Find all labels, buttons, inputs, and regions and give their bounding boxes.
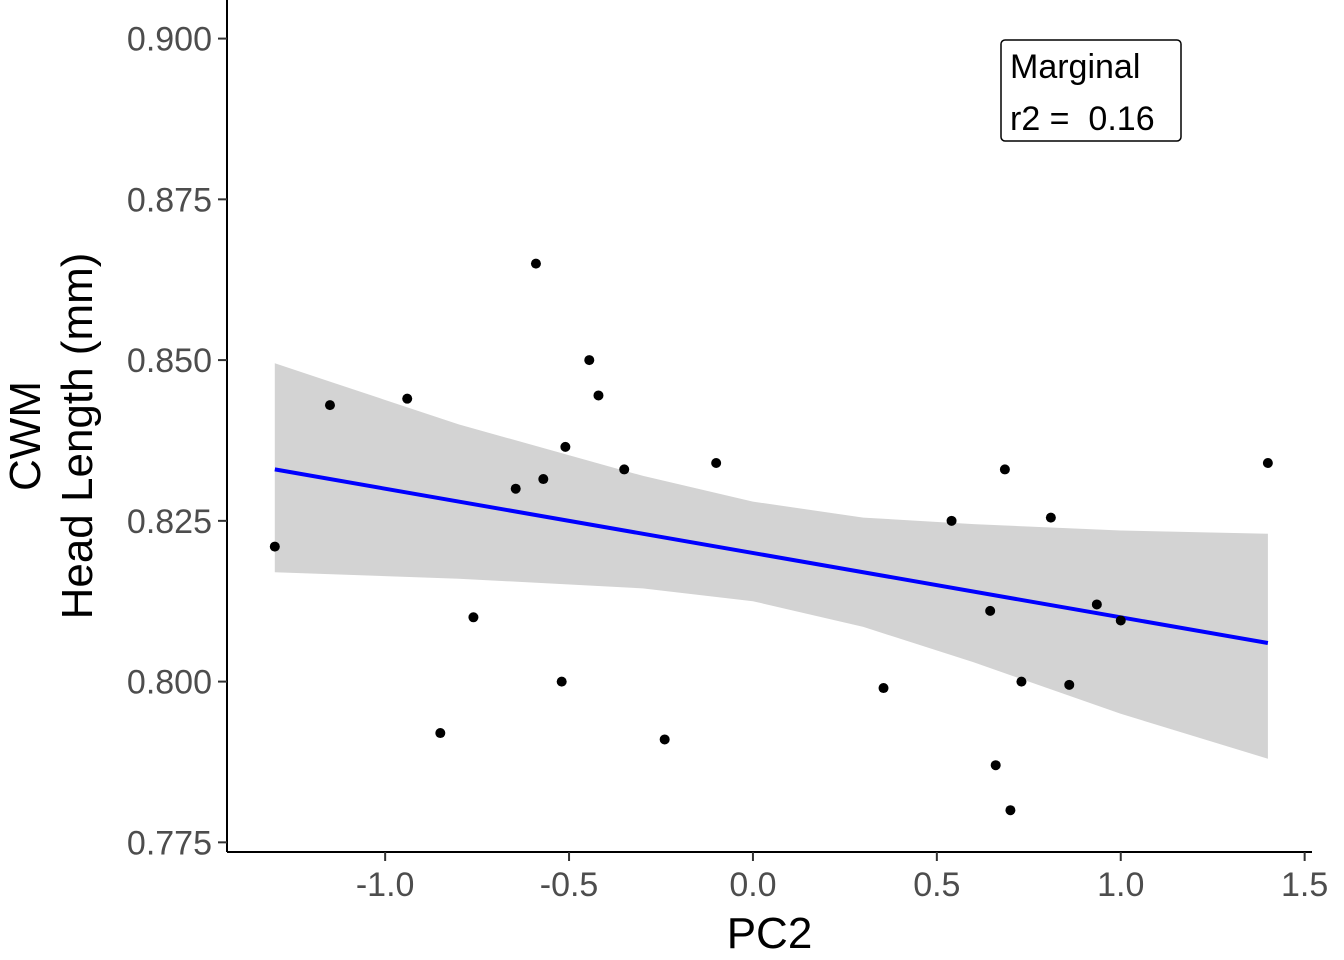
- data-point: [711, 457, 722, 468]
- data-point: [1005, 805, 1016, 816]
- confidence-band: [274, 363, 1268, 759]
- annotation-border: [1000, 39, 1182, 142]
- data-point: [556, 676, 567, 687]
- x-tick-label: 1.5: [1281, 866, 1328, 904]
- data-point: [1115, 615, 1126, 626]
- x-axis-title: PC2: [727, 909, 813, 958]
- data-point: [946, 515, 957, 526]
- y-axis-title-line-1: CWM: [1, 381, 50, 491]
- annotation-line-2: r2 = 0.16: [1010, 100, 1155, 138]
- x-tick-label: 0.0: [729, 866, 776, 904]
- fit-line: [274, 467, 1269, 645]
- data-point: [1064, 679, 1075, 690]
- data-point: [468, 612, 479, 623]
- y-axis-title-line-2: Head Length (mm): [53, 253, 102, 620]
- data-point: [985, 605, 996, 616]
- y-tick-label: 0.825: [127, 503, 212, 541]
- data-point: [999, 464, 1010, 475]
- data-point: [878, 683, 889, 694]
- data-point: [510, 483, 521, 494]
- axes-layer: 0.775 0.800 0.825 0.850 0.875 0.900 -1.0 -0.5 0.…: [127, 0, 1328, 904]
- y-tick-label: 0.775: [127, 824, 212, 862]
- y-tick-label: 0.850: [127, 342, 212, 380]
- data-point: [1016, 676, 1027, 687]
- data-point: [402, 393, 413, 404]
- data-point: [619, 464, 630, 475]
- x-tick-label: 0.5: [913, 866, 960, 904]
- data-point: [530, 258, 541, 269]
- confidence-band-layer: [274, 363, 1268, 759]
- y-tick-label: 0.900: [127, 21, 212, 59]
- fit-line-layer: [274, 467, 1269, 645]
- data-point: [1091, 599, 1102, 610]
- data-point: [584, 355, 595, 366]
- data-point: [560, 441, 571, 452]
- data-point: [435, 728, 446, 739]
- annotation-line-1: Marginal: [1010, 48, 1140, 86]
- data-point: [1045, 512, 1056, 523]
- data-point: [659, 734, 670, 745]
- data-point: [593, 390, 604, 401]
- data-point: [324, 400, 335, 411]
- data-point: [269, 541, 280, 552]
- data-point: [538, 474, 549, 485]
- y-tick-label: 0.875: [127, 181, 212, 219]
- x-tick-label: -0.5: [540, 866, 599, 904]
- x-tick-label: 1.0: [1097, 866, 1144, 904]
- data-point: [990, 760, 1001, 771]
- data-point: [1262, 457, 1273, 468]
- x-tick-label: -1.0: [356, 866, 415, 904]
- y-tick-label: 0.800: [127, 664, 212, 702]
- points-layer: [269, 258, 1273, 816]
- annotation-box: Marginal r2 = 0.16: [1000, 39, 1182, 142]
